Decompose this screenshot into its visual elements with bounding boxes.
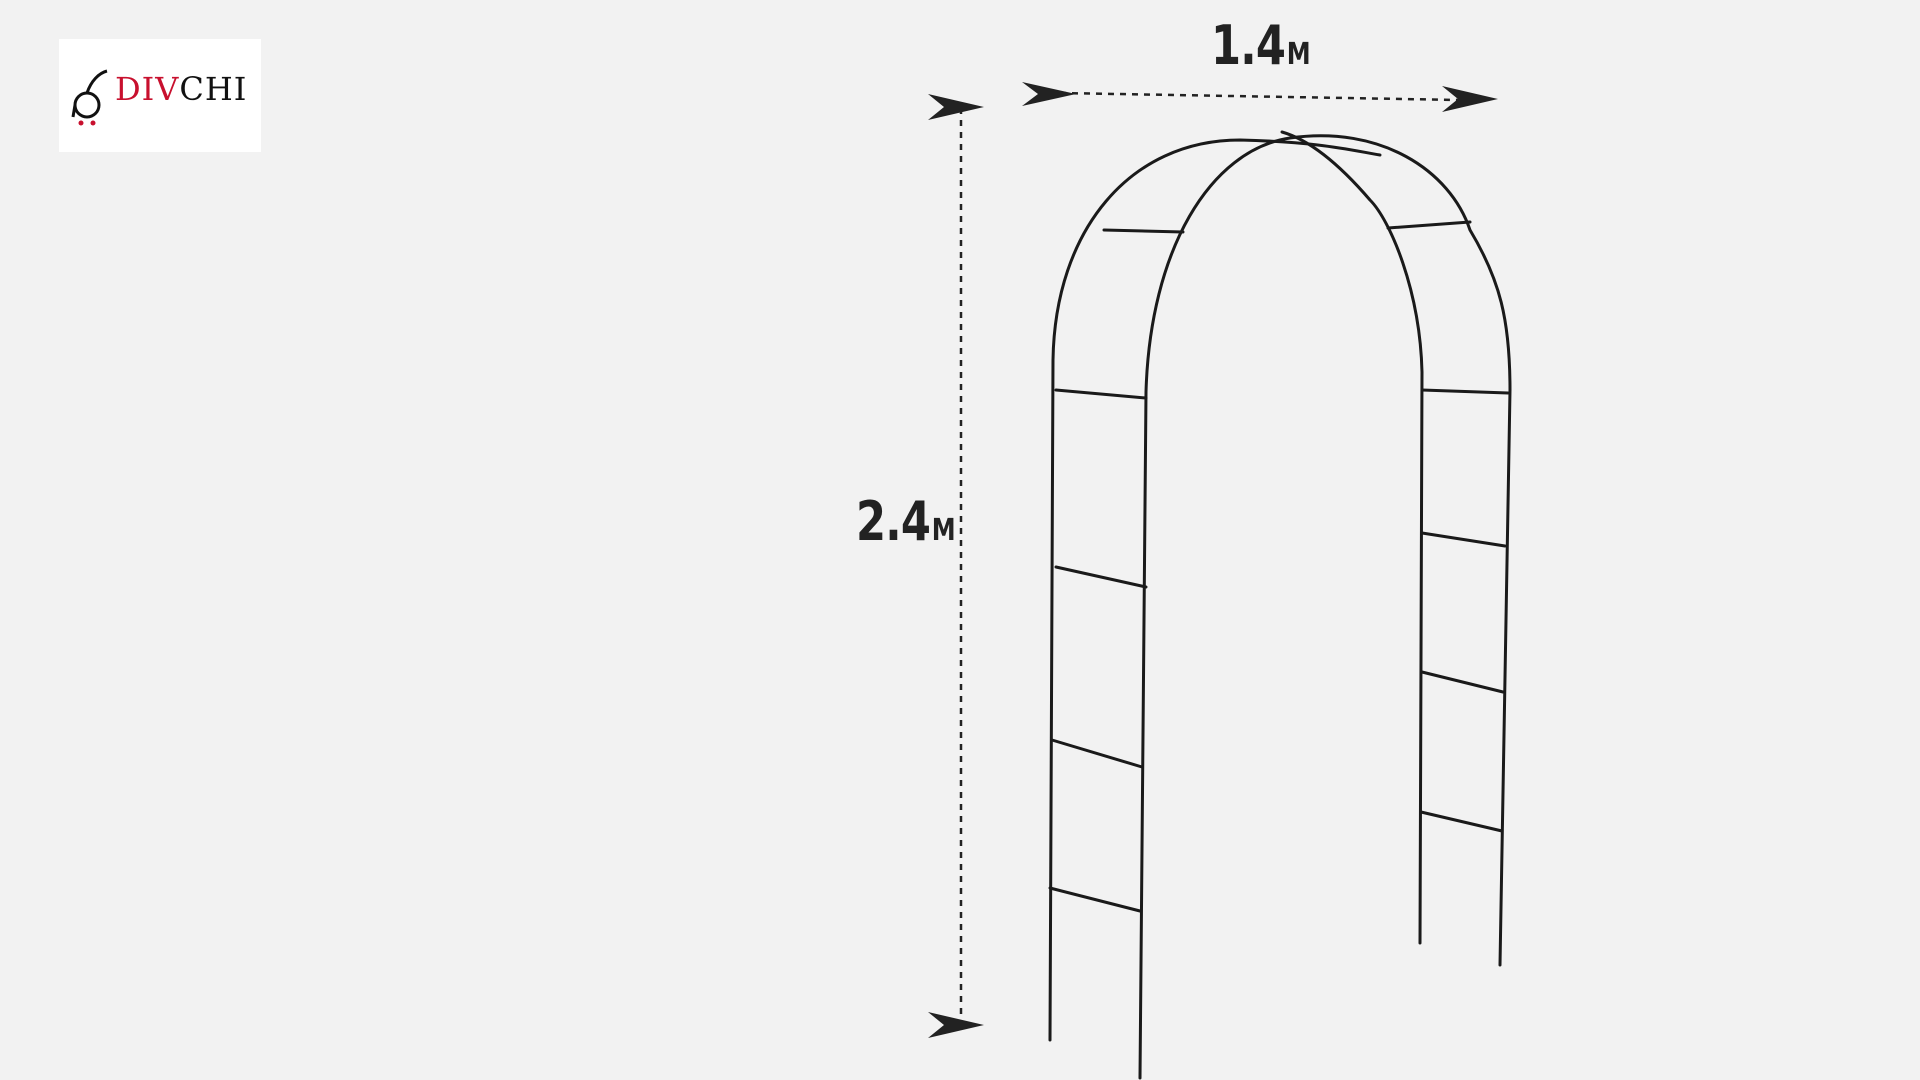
width-dashed-line bbox=[1059, 91, 1461, 102]
height-label: 2.4M bbox=[856, 490, 956, 553]
logo-text-part1: DIV bbox=[115, 70, 180, 108]
brand-logo: DIVCHI bbox=[59, 39, 261, 152]
arch-back-right-rail bbox=[1280, 130, 1424, 945]
right-rung-1 bbox=[1386, 220, 1472, 230]
arch-front-rail bbox=[1138, 134, 1512, 1080]
width-dimension bbox=[1022, 82, 1498, 112]
left-rung-1 bbox=[1102, 228, 1185, 234]
logo-text-part2: CHI bbox=[179, 70, 248, 108]
height-arrow-bottom bbox=[928, 1012, 984, 1038]
logo-text: DIVCHI bbox=[115, 73, 247, 105]
width-arrow-right bbox=[1442, 86, 1498, 112]
width-label: 1.4M bbox=[1211, 14, 1311, 77]
height-arrow-top bbox=[928, 94, 984, 120]
height-unit: M bbox=[931, 513, 956, 548]
left-rung-3 bbox=[1054, 565, 1148, 589]
right-rung-3 bbox=[1420, 531, 1507, 548]
cart-icon bbox=[71, 69, 108, 126]
left-rung-5 bbox=[1048, 886, 1142, 913]
height-value: 2.4 bbox=[856, 490, 931, 553]
width-arrow-left bbox=[1022, 82, 1076, 106]
right-rung-5 bbox=[1419, 810, 1504, 833]
left-rung-2 bbox=[1054, 388, 1148, 400]
right-rung-4 bbox=[1420, 670, 1505, 694]
width-unit: M bbox=[1286, 37, 1311, 72]
left-rung-4 bbox=[1050, 738, 1144, 769]
height-dimension bbox=[928, 94, 984, 1038]
arch-frame bbox=[1048, 130, 1512, 1080]
width-value: 1.4 bbox=[1211, 14, 1286, 77]
arch-back-left-rail bbox=[1048, 138, 1382, 1042]
right-rung-2 bbox=[1420, 388, 1510, 395]
